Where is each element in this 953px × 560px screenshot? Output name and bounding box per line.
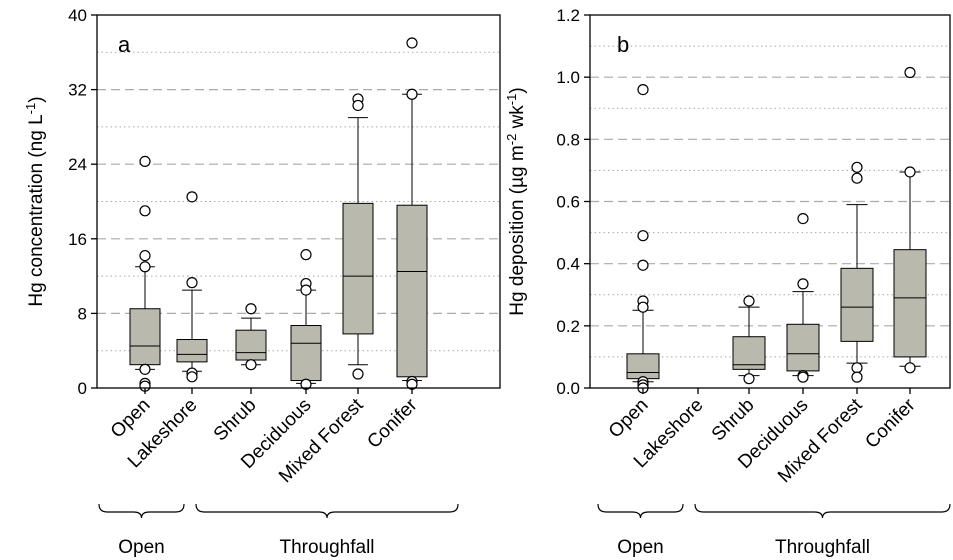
group-label: Throughfall xyxy=(279,537,374,558)
outlier-point xyxy=(637,301,649,313)
outlier-point xyxy=(245,303,257,315)
outlier-point xyxy=(904,66,916,79)
outlier-point xyxy=(637,83,649,96)
x-category-label: Shrub xyxy=(708,395,759,446)
panel-label: b xyxy=(617,32,629,57)
outlier-point xyxy=(743,373,755,385)
group-label: Open xyxy=(617,537,663,558)
y-axis-label: Hg concentration (ng L-1) xyxy=(23,96,47,306)
y-axis-label-superscript: -2 xyxy=(504,134,519,146)
box-iqr xyxy=(893,249,927,358)
outlier-point xyxy=(139,261,151,273)
plot-frame xyxy=(96,14,501,389)
outlier-point xyxy=(406,37,418,49)
y-tick-label: 32 xyxy=(68,81,87,100)
panel-label: a xyxy=(118,32,131,57)
outlier-point xyxy=(186,277,198,289)
outlier-point xyxy=(797,278,809,290)
outlier-point xyxy=(797,371,809,383)
y-tick-label: 16 xyxy=(68,230,87,249)
box-iqr xyxy=(396,204,428,378)
box-iqr xyxy=(176,339,208,363)
outlier-point xyxy=(352,368,364,380)
outlier-point xyxy=(904,362,916,374)
y-axis-label-part: Hg concentration (ng L xyxy=(26,114,47,306)
group-brace xyxy=(98,503,185,519)
outlier-point xyxy=(352,99,364,112)
y-tick-label: 0 xyxy=(78,379,87,398)
outlier-point xyxy=(904,166,916,178)
x-category-label: Conifer xyxy=(363,394,422,453)
outlier-point xyxy=(851,161,863,173)
y-tick-label: 1.0 xyxy=(556,68,580,87)
group-label: Open xyxy=(118,537,164,558)
y-axis-label-part: ) xyxy=(507,87,528,93)
y-tick-label: 1.2 xyxy=(556,6,580,25)
outlier-point xyxy=(300,249,312,261)
outlier-point xyxy=(851,172,863,184)
outlier-point xyxy=(406,88,418,100)
y-axis-label-superscript: -1 xyxy=(504,94,519,106)
y-tick-label: 0.6 xyxy=(556,193,580,212)
y-tick-label: 0.4 xyxy=(556,255,580,274)
box-iqr xyxy=(786,323,820,372)
outlier-point xyxy=(797,212,809,225)
x-category-label: Shrub xyxy=(210,395,261,446)
y-tick-label: 24 xyxy=(68,155,87,174)
outlier-point xyxy=(139,155,151,168)
outlier-point xyxy=(637,230,649,242)
y-tick-label: 0.2 xyxy=(556,317,580,336)
y-axis-label-part: ) xyxy=(26,96,47,102)
box-iqr xyxy=(235,329,267,361)
x-category-label: Conifer xyxy=(861,394,920,453)
group-label: Throughfall xyxy=(775,537,870,558)
y-tick-label: 8 xyxy=(78,304,87,323)
outlier-point xyxy=(851,362,863,374)
box-iqr xyxy=(342,202,374,335)
box-iqr xyxy=(840,267,874,342)
group-brace xyxy=(597,503,684,519)
outlier-point xyxy=(186,371,198,383)
group-brace xyxy=(694,503,951,519)
box-iqr xyxy=(626,353,660,380)
outlier-point xyxy=(743,295,755,307)
outlier-point xyxy=(637,259,649,271)
box-iqr xyxy=(129,308,161,366)
outlier-point xyxy=(245,359,257,371)
box-iqr xyxy=(732,336,766,370)
y-axis-label-superscript: -1 xyxy=(23,103,38,115)
y-tick-label: 0.8 xyxy=(556,130,580,149)
outlier-point xyxy=(139,249,151,262)
y-tick-label: 0.0 xyxy=(556,379,580,398)
group-brace xyxy=(195,503,459,519)
box-iqr xyxy=(290,325,322,382)
y-axis-label-part: wk xyxy=(507,105,528,134)
x-category-label: Open xyxy=(605,395,653,443)
y-tick-label: 40 xyxy=(68,6,87,25)
outlier-point xyxy=(851,371,863,383)
y-axis-label-part: Hg deposition (µg m xyxy=(507,145,528,315)
outlier-point xyxy=(300,284,312,296)
y-axis-label: Hg deposition (µg m-2 wk-1) xyxy=(504,87,528,315)
outlier-point xyxy=(139,363,151,375)
outlier-point xyxy=(186,191,198,203)
outlier-point xyxy=(139,205,151,217)
